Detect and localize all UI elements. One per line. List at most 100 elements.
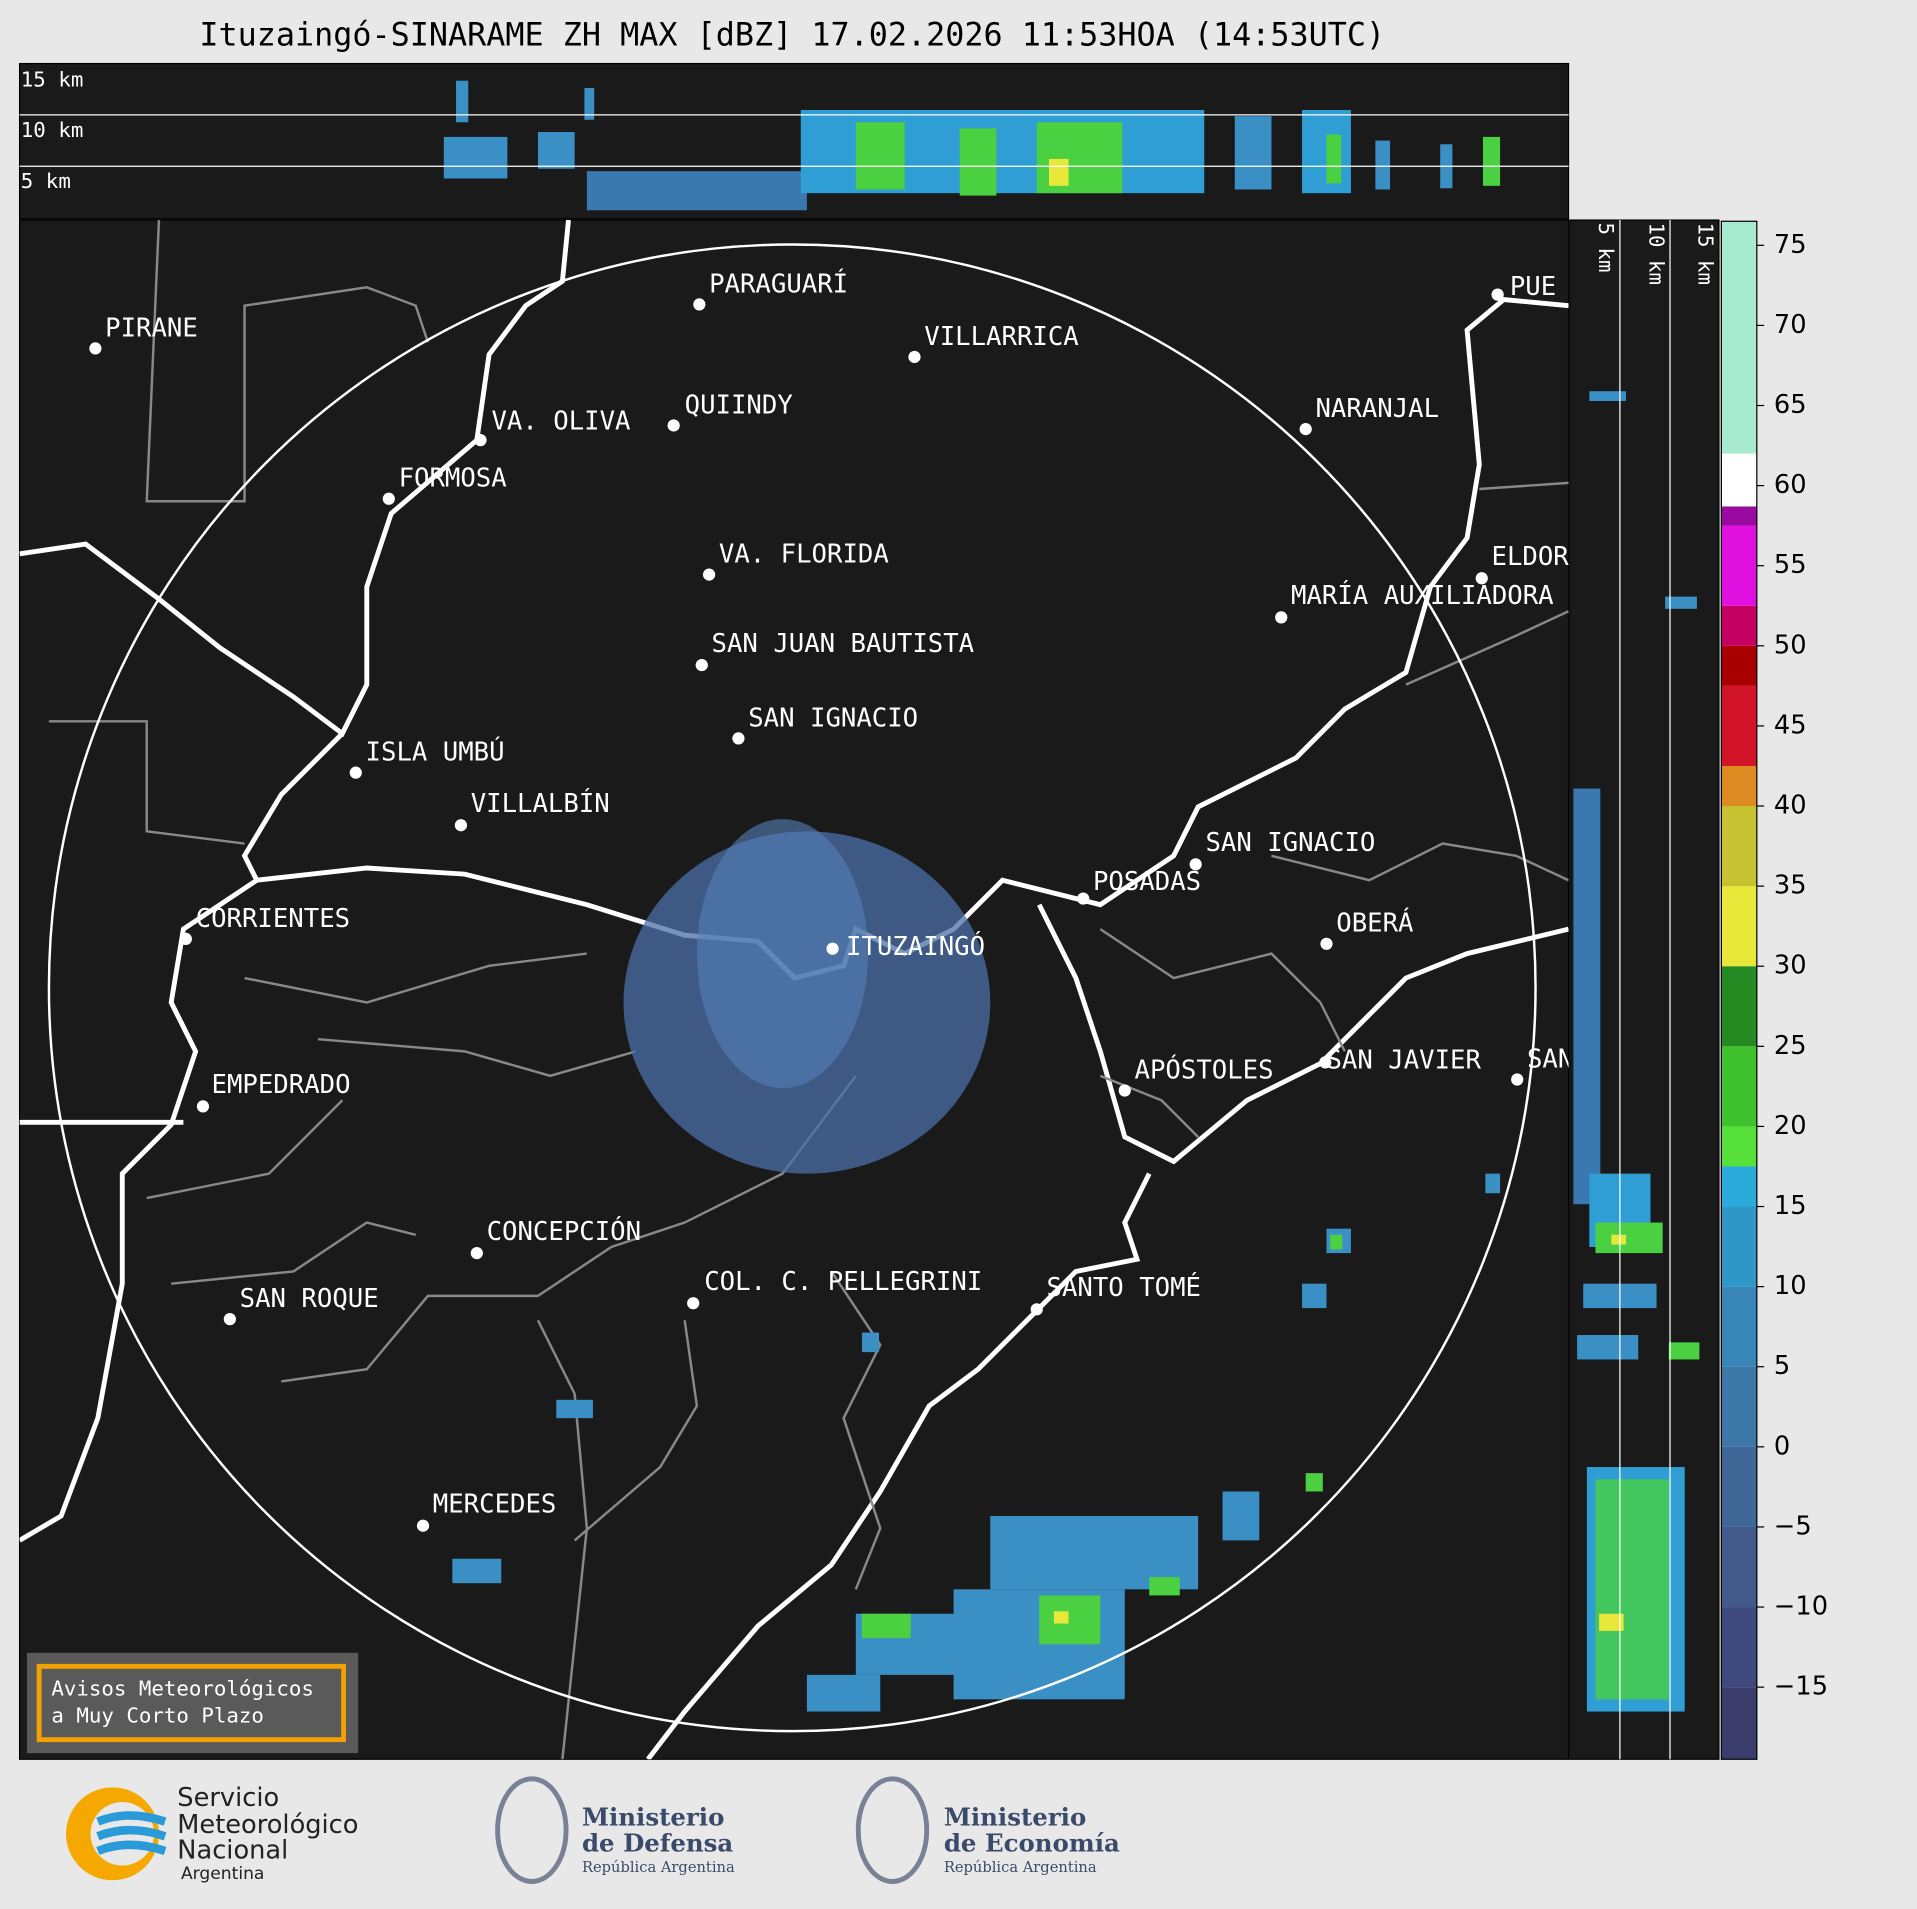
map-features: [19, 220, 1569, 1760]
side-level-label: 10 km: [1644, 223, 1668, 286]
colorbar-tick-label: −15: [1774, 1672, 1828, 1702]
logo-text: República Argentina: [944, 1859, 1097, 1876]
colorbar-band: [1721, 966, 1757, 1047]
colorbar-band: [1721, 221, 1757, 454]
place-dot: [474, 434, 487, 447]
logo-text: Argentina: [181, 1864, 264, 1884]
place-label: FORMOSA: [399, 464, 507, 494]
colorbar-band: [1721, 1286, 1757, 1367]
side-profile-echoes: [1573, 391, 1700, 1712]
place-dot: [1299, 422, 1312, 436]
colorbar-tick-label: 55: [1774, 550, 1807, 580]
place-label: VILLARRICA: [924, 322, 1078, 352]
colorbar-tick-label: 30: [1774, 951, 1807, 981]
place-dot: [732, 732, 745, 745]
colorbar-tick-label: 65: [1774, 390, 1807, 420]
colorbar-tick-label: 70: [1774, 310, 1807, 340]
place-dot: [695, 658, 708, 672]
colorbar-band: [1721, 886, 1757, 967]
place-dot: [1189, 858, 1202, 871]
notice-line: a Muy Corto Plazo: [51, 1703, 264, 1727]
place-label: ELDORADO: [1492, 542, 1616, 572]
place-label: SAN IGNACIO: [748, 703, 918, 733]
colorbar-band: [1721, 1206, 1757, 1287]
colorbar-tick-label: 75: [1774, 230, 1807, 260]
colorbar-band: [1721, 1166, 1757, 1207]
place-dot: [223, 1313, 236, 1326]
colorbar-band: [1721, 645, 1757, 686]
logo-text: de Defensa: [582, 1828, 733, 1857]
colorbar-tick-label: 60: [1774, 470, 1807, 500]
notice-line: Avisos Meteorológicos: [51, 1677, 314, 1701]
place-dot: [693, 298, 706, 311]
logo-text: Ministerio: [582, 1803, 724, 1832]
colorbar-tick-label: 25: [1774, 1031, 1807, 1061]
colorbar-band: [1721, 1366, 1757, 1447]
colorbar-band: [1721, 1607, 1757, 1688]
place-dot: [179, 932, 192, 946]
colorbar-band: [1721, 1446, 1757, 1527]
notice-box: [26, 1652, 359, 1754]
colorbar-tick-label: 0: [1774, 1431, 1790, 1461]
side-level-label: 15 km: [1693, 223, 1717, 286]
place-dot: [1491, 288, 1504, 301]
place-label: NARANJAL: [1315, 394, 1439, 424]
colorbar-tick-label: 10: [1774, 1271, 1807, 1301]
profile-level-label: 5 km: [21, 169, 71, 193]
colorbar-band: [1721, 806, 1757, 887]
colorbar-tick-label: 20: [1774, 1111, 1807, 1141]
place-label: QUIINDY: [685, 390, 793, 420]
colorbar-tick-label: 35: [1774, 871, 1807, 901]
place-label: CORRIENTES: [196, 904, 350, 934]
place-dot: [1319, 1056, 1332, 1069]
place-dot: [1077, 892, 1090, 905]
place-dot: [349, 766, 362, 779]
title: Ituzaingó-SINARAME ZH MAX [dBZ] 17.02.20…: [199, 18, 1385, 54]
place-label: PIRANE: [105, 313, 198, 343]
logo-text: República Argentina: [582, 1859, 735, 1876]
place-label: MARÍA AUXILIADORA: [1291, 579, 1554, 611]
place-label: POSADAS: [1093, 867, 1201, 897]
colorbar-band: [1721, 765, 1757, 807]
colorbar-tick-label: 40: [1774, 791, 1807, 821]
place-dot: [1320, 937, 1333, 950]
logos: [66, 1776, 930, 1884]
place-label: COL. C. PELLEGRINI: [704, 1267, 982, 1297]
place-label: SAN JAVIER: [1326, 1046, 1481, 1076]
place-dot: [667, 419, 680, 432]
colorbar-band: [1721, 685, 1757, 766]
profile-level-label: 15 km: [21, 68, 84, 92]
place-dot: [89, 342, 102, 355]
colorbar: [1721, 221, 1757, 1760]
colorbar-tick-label: 5: [1774, 1351, 1790, 1381]
place-dot: [1511, 1073, 1524, 1086]
place-label: OBERÁ: [1336, 907, 1413, 939]
place-dot: [1275, 611, 1288, 624]
logo-text: Nacional: [177, 1835, 288, 1865]
colorbar-band: [1721, 1126, 1757, 1167]
logo-text: Ministerio: [944, 1803, 1086, 1832]
logo-text: Meteorológico: [177, 1810, 358, 1840]
colorbar-band: [1721, 525, 1757, 606]
colorbar-band: [1721, 1046, 1757, 1127]
places: PIRANE PARAGUARÍ VILLARRICA QUIINDY VA. OLIV…: [89, 267, 1616, 1532]
place-label: VILLALBÍN: [471, 787, 610, 819]
profile-level-label: 10 km: [21, 118, 84, 142]
side-level-label: 5 km: [1594, 223, 1618, 273]
place-dot: [1030, 1303, 1043, 1316]
place-label: SAN IGNACIO: [1205, 828, 1375, 858]
place-dot: [470, 1246, 483, 1260]
place-dot: [454, 819, 468, 832]
place-dot: [1475, 572, 1488, 585]
place-label: PUE: [1510, 272, 1556, 302]
colorbar-band: [1721, 1526, 1757, 1608]
place-dot: [196, 1100, 210, 1113]
place-dot: [416, 1519, 430, 1532]
logo-text: Servicio: [177, 1783, 279, 1813]
place-label: APÓSTOLES: [1135, 1053, 1274, 1085]
place-label: EMPEDRADO: [212, 1070, 351, 1100]
colorbar-band: [1721, 1687, 1757, 1760]
place-dot: [908, 350, 921, 364]
place-label: SANTO TOMÉ: [1047, 1271, 1201, 1303]
